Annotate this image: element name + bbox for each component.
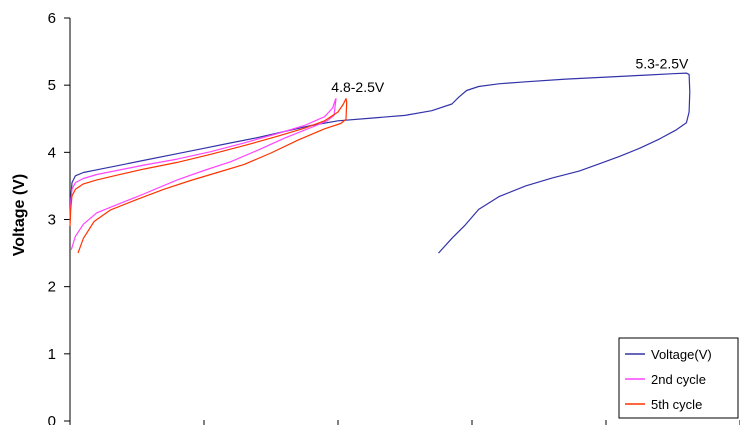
x-axis — [69, 420, 740, 425]
y-tick-label: 0 — [48, 413, 56, 425]
series-line-2 — [69, 97, 337, 250]
y-tick-label: 1 — [48, 346, 56, 363]
series-layer — [69, 72, 691, 254]
legend: Voltage(V) 2nd cycle 5th cycle — [618, 337, 739, 419]
annotations: 4.8-2.5V 5.3-2.5V — [331, 55, 689, 95]
legend-entry: 5th cycle — [651, 397, 702, 412]
annotation-label: 5.3-2.5V — [635, 55, 689, 71]
y-tick-label: 4 — [48, 144, 56, 161]
series-line-1 — [69, 72, 691, 254]
y-tick-label: 3 — [48, 212, 56, 229]
annotation-label: 4.8-2.5V — [331, 79, 385, 95]
legend-entry: Voltage(V) — [651, 347, 712, 362]
series-line-3 — [69, 97, 348, 254]
y-axis: 0 1 2 3 4 5 6 — [48, 10, 71, 425]
y-tick-label: 6 — [48, 10, 56, 27]
legend-entry: 2nd cycle — [651, 372, 706, 387]
y-tick-label: 2 — [48, 279, 56, 296]
y-axis-title: Voltage (V) — [11, 174, 28, 256]
y-tick-label: 5 — [48, 77, 56, 94]
